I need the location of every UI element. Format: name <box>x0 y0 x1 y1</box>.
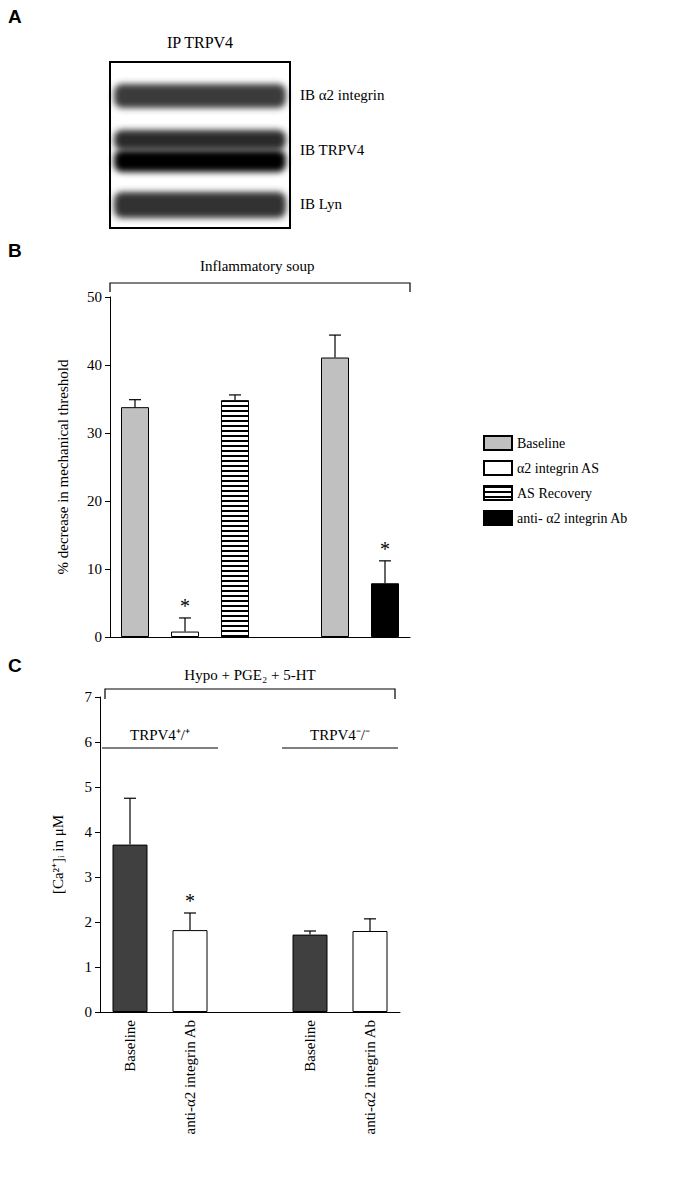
svg-text:30: 30 <box>87 425 102 441</box>
svg-text:anti- α2 integrin Ab: anti- α2 integrin Ab <box>517 511 627 526</box>
svg-text:AS Recovery: AS Recovery <box>517 486 592 501</box>
svg-text:*: * <box>380 538 390 560</box>
svg-text:[Ca²⁺]ᵢ in μM: [Ca²⁺]ᵢ in μM <box>50 815 66 894</box>
svg-text:anti-α2 integrin Ab: anti-α2 integrin Ab <box>182 1020 198 1135</box>
svg-text:anti-α2 integrin Ab: anti-α2 integrin Ab <box>362 1020 378 1135</box>
svg-text:2: 2 <box>85 914 93 930</box>
svg-text:Baseline: Baseline <box>302 1020 318 1072</box>
svg-text:Inflammatory soup: Inflammatory soup <box>200 258 315 274</box>
svg-text:40: 40 <box>87 357 102 373</box>
svg-text:*: * <box>185 890 195 912</box>
svg-text:IB α2 integrin: IB α2 integrin <box>300 87 385 103</box>
svg-text:3: 3 <box>85 869 93 885</box>
svg-text:IB Lyn: IB Lyn <box>300 196 343 212</box>
svg-text:10: 10 <box>87 561 102 577</box>
svg-text:1: 1 <box>85 959 93 975</box>
svg-text:4: 4 <box>85 824 93 840</box>
svg-text:Baseline: Baseline <box>122 1020 138 1072</box>
svg-text:6: 6 <box>85 734 93 750</box>
svg-text:0: 0 <box>95 629 103 645</box>
svg-text:TRPV4⁺/⁺: TRPV4⁺/⁺ <box>130 727 190 743</box>
svg-text:5: 5 <box>85 779 93 795</box>
svg-text:IB TRPV4: IB TRPV4 <box>300 142 365 158</box>
svg-text:Baseline: Baseline <box>517 436 565 451</box>
svg-text:50: 50 <box>87 289 102 305</box>
html-text:A: A <box>8 6 22 27</box>
svg-text:0: 0 <box>85 1004 93 1020</box>
html-text:B: B <box>8 240 22 261</box>
svg-text:Hypo + PGE₂ + 5-HT: Hypo + PGE₂ + 5-HT <box>184 667 315 683</box>
svg-text:IP TRPV4: IP TRPV4 <box>167 34 233 51</box>
svg-text:% decrease in mechanical thres: % decrease in mechanical threshold <box>55 359 71 574</box>
svg-text:20: 20 <box>87 493 102 509</box>
svg-text:α2 integrin AS: α2 integrin AS <box>517 461 599 476</box>
html-text:C: C <box>8 655 22 676</box>
svg-text:7: 7 <box>85 689 93 705</box>
svg-text:*: * <box>180 595 190 617</box>
svg-text:TRPV4⁻/⁻: TRPV4⁻/⁻ <box>310 727 370 743</box>
